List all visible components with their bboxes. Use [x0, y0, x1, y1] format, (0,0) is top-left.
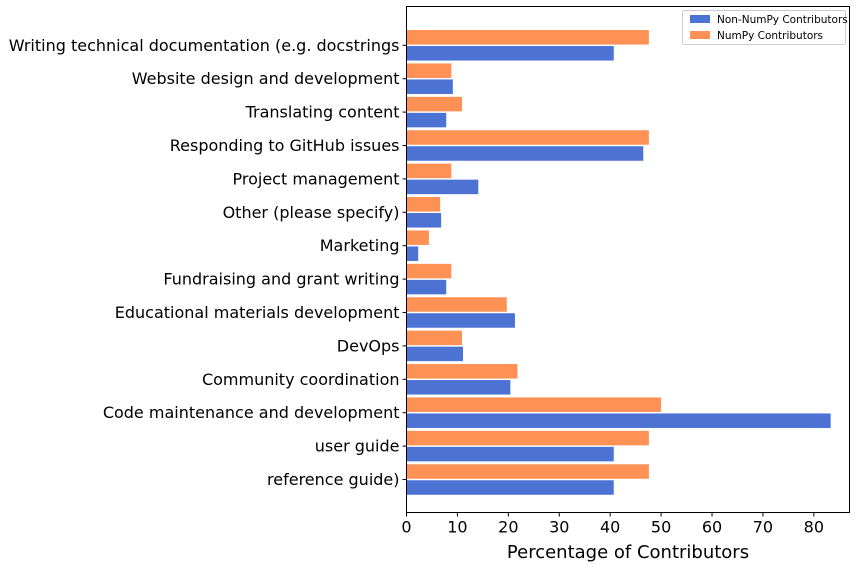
bar-non-numpy-writing-technical-documentation-e-g-docstrings: [406, 46, 614, 61]
category-labels: reference guide) user guide Code maintenan…: [9, 36, 407, 489]
bar-numpy-project-management: [406, 163, 452, 179]
category-label: Fundraising and grant writing: [163, 270, 399, 289]
bar-non-numpy-user-guide: [406, 446, 614, 462]
x-tick-label: 50: [651, 518, 671, 537]
bar-non-numpy-community-coordination: [406, 380, 511, 395]
x-tick-label: 30: [549, 518, 569, 537]
category-label: Translating content: [245, 103, 400, 122]
bar-numpy-translating-content: [406, 96, 463, 112]
legend-label-non-numpy: Non-NumPy Contributors: [717, 14, 848, 26]
category-label: reference guide): [267, 470, 399, 489]
bar-numpy-devops: [406, 330, 463, 346]
bar-non-numpy-educational-materials-development: [406, 313, 515, 328]
x-tick-label: 70: [753, 518, 773, 537]
x-ticks: 0 10 20 30 40 50 60 70 80: [401, 512, 824, 537]
category-label: Marketing: [320, 236, 400, 255]
bar-non-numpy-translating-content: [406, 112, 447, 128]
plot-frame: [406, 6, 850, 513]
bar-non-numpy-devops: [406, 346, 464, 362]
x-tick-label: 20: [498, 518, 518, 537]
bar-non-numpy-website-design-and-development: [406, 79, 453, 94]
bars-layer: [406, 30, 831, 495]
category-label: Responding to GitHub issues: [170, 136, 400, 155]
x-tick-label: 0: [401, 518, 411, 537]
bar-non-numpy-reference-guide: [406, 480, 614, 495]
legend: Non-NumPy Contributors NumPy Contributor…: [682, 10, 848, 45]
bar-numpy-educational-materials-development: [406, 297, 507, 312]
bar-numpy-other-please-specify: [406, 197, 441, 212]
x-tick-label: 40: [600, 518, 620, 537]
category-label: Writing technical documentation (e.g. do…: [9, 36, 400, 55]
bar-numpy-community-coordination: [406, 364, 518, 379]
bar-non-numpy-other-please-specify: [406, 213, 442, 228]
bar-numpy-user-guide: [406, 430, 649, 446]
bar-non-numpy-project-management: [406, 179, 479, 195]
bar-numpy-website-design-and-development: [406, 63, 452, 78]
x-tick-label: 80: [804, 518, 824, 537]
bar-numpy-code-maintenance-and-development: [406, 397, 662, 412]
bar-non-numpy-marketing: [406, 246, 419, 261]
legend-label-numpy: NumPy Contributors: [717, 30, 823, 42]
category-label: DevOps: [337, 336, 400, 355]
bar-numpy-responding-to-github-issues: [406, 130, 649, 145]
category-label: Other (please specify): [223, 203, 400, 222]
bar-numpy-fundraising-and-grant-writing: [406, 263, 452, 279]
x-tick-label: 10: [447, 518, 467, 537]
category-label: user guide: [315, 437, 400, 456]
category-label: Educational materials development: [115, 303, 400, 322]
x-tick-label: 60: [702, 518, 722, 537]
bar-non-numpy-code-maintenance-and-development: [406, 413, 831, 428]
legend-box: [682, 10, 846, 45]
legend-swatch-numpy: [690, 31, 710, 39]
bar-non-numpy-fundraising-and-grant-writing: [406, 279, 447, 295]
category-label: Code maintenance and development: [103, 403, 400, 422]
bar-numpy-reference-guide: [406, 464, 649, 479]
bar-non-numpy-responding-to-github-issues: [406, 146, 644, 161]
x-axis-title: Percentage of Contributors: [507, 542, 749, 563]
category-label: Project management: [232, 169, 399, 188]
legend-swatch-non-numpy: [690, 15, 710, 23]
bar-numpy-writing-technical-documentation-e-g-docstrings: [406, 30, 649, 45]
bar-numpy-marketing: [406, 230, 429, 245]
category-label: Website design and development: [132, 69, 400, 88]
category-label: Community coordination: [202, 370, 400, 389]
